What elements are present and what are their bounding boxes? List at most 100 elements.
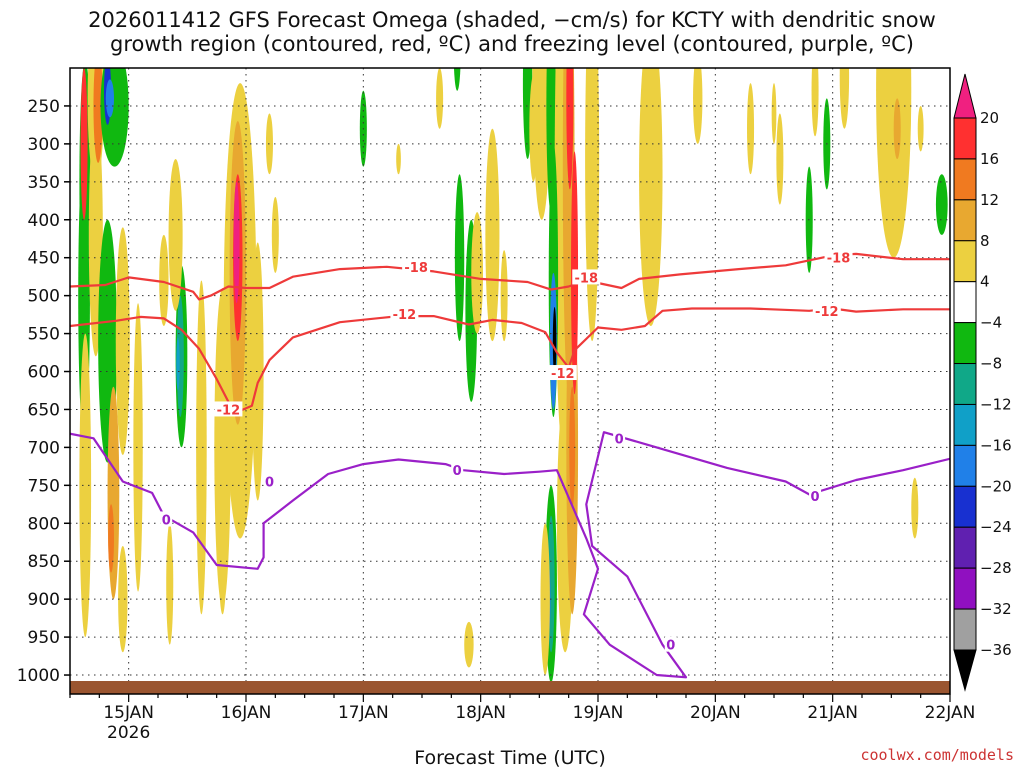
colorbar-swatch [953,608,977,651]
omega-shade-region [485,128,500,342]
x-tick-label: 18JAN [455,703,506,723]
contour-label-bg [214,401,243,417]
contour-label-bg [809,487,822,503]
y-tick-label: 950 [28,628,60,648]
contour-label: 0 [615,432,624,447]
omega-shade-region [839,68,850,129]
omega-shade-region [271,196,279,273]
colorbar-swatch [953,444,977,487]
colorbar-label: −4 [980,314,1002,332]
colorbar-label: 12 [980,191,999,209]
contour-label: -18 [404,261,428,276]
omega-shade-region [233,181,240,304]
x-axis-label: Forecast Time (UTC) [414,747,605,768]
colorbar-label: −12 [980,395,1012,413]
temperature-contours: -18 -18 -18 -12 -12 -12 -12 0 0 0 0 0 0 [70,249,950,679]
contour-label: -12 [217,403,241,418]
y-tick-label: 300 [28,135,60,155]
y-tick-label: 850 [28,552,60,572]
colorbar-label: −32 [980,600,1012,618]
x-tick-label: 22JAN [925,703,976,723]
omega-shade-region [500,250,508,342]
x-tick-label: 19JAN [573,703,624,723]
omega-shade-region [693,68,703,144]
omega-shade-region [552,307,557,376]
omega-shade-region [811,68,819,137]
chart-title-line-2: growth region (contoured, red, ºC) and f… [110,32,914,56]
y-tick-label: 750 [28,476,60,496]
contour-label: -18 [827,252,851,267]
contour-label-bg [402,258,431,274]
y-tick-label: 350 [28,173,60,193]
x-tick-year-label: 2026 [107,723,150,743]
contour-label: 0 [453,464,462,479]
omega-shade-region [93,68,103,163]
colorbar-bottom-triangle [953,649,977,692]
contour-label: 0 [162,513,171,528]
omega-shade-region [876,68,912,258]
plot-area: -18 -18 -18 -12 -12 -12 -12 0 0 0 0 0 0 [69,67,951,695]
omega-shade-region [776,113,784,205]
colorbar-label: −20 [980,477,1012,495]
colorbar-swatch [953,526,977,569]
y-tick-label: 400 [28,211,60,231]
omega-shade-region [176,337,180,391]
omega-shade-region [107,386,120,600]
colorbar-swatch [953,117,977,160]
colorbar-swatch [953,403,977,446]
x-tick-label: 20JAN [690,703,741,723]
y-tick-label: 600 [28,363,60,383]
omega-shade-region [917,105,924,152]
contour-label: 0 [811,490,820,505]
y-axis: 250 300 350 400 450 500 550 600 650 700 750 800 850 9… [17,97,70,686]
chart-title-line-1: 2026011412 GFS Forecast Omega (shaded, −… [88,8,936,32]
omega-shade-region [893,98,901,160]
contour-label-bg [160,511,173,527]
y-tick-label: 1000 [17,666,60,686]
contour-label-bg [664,636,677,652]
contour-label-bg [263,473,276,489]
colorbar-swatch [953,199,977,242]
contour-label: -12 [393,308,417,323]
omega-shade-region [396,143,401,175]
y-tick-label: 900 [28,590,60,610]
colorbar-swatch [953,485,977,528]
omega-shade-region [133,303,143,592]
x-tick-label: 21JAN [807,703,858,723]
y-tick-label: 250 [28,97,60,117]
contour-line [70,307,950,415]
omega-shade-region [251,242,264,501]
colorbar-top-triangle [953,73,977,119]
credit-text: coolwx.com/models [860,746,1014,764]
y-tick-label: 700 [28,438,60,458]
omega-shade-region [464,621,474,668]
colorbar-swatch [953,322,977,365]
grid-lines [70,68,950,694]
x-tick-label: 17JAN [338,703,389,723]
omega-shade-region [471,212,484,334]
omega-shade-region [108,504,114,573]
contour-line [70,431,950,679]
ground-surface-bar [70,681,950,694]
x-tick-label: 16JAN [221,703,272,723]
colorbar-label: −16 [980,436,1012,454]
colorbar-label: −24 [980,518,1012,536]
contour-label-bg [613,430,626,446]
omega-shade-region [168,159,183,311]
y-tick-label: 650 [28,400,60,420]
omega-shade-region [118,546,128,653]
omega-shade-region [532,68,552,220]
y-tick-label: 450 [28,249,60,269]
contour-label-bg [572,269,601,285]
colorbar-swatch [953,567,977,610]
contour-label-bg [824,249,853,265]
omega-shade-region [196,280,207,615]
omega-shade-region [747,83,755,175]
omega-shade-region [115,227,130,455]
y-tick-label: 800 [28,514,60,534]
contour-label: -12 [815,305,839,320]
omega-shade-region [80,68,88,220]
contour-label: -18 [575,271,599,286]
contour-label: -12 [551,367,575,382]
